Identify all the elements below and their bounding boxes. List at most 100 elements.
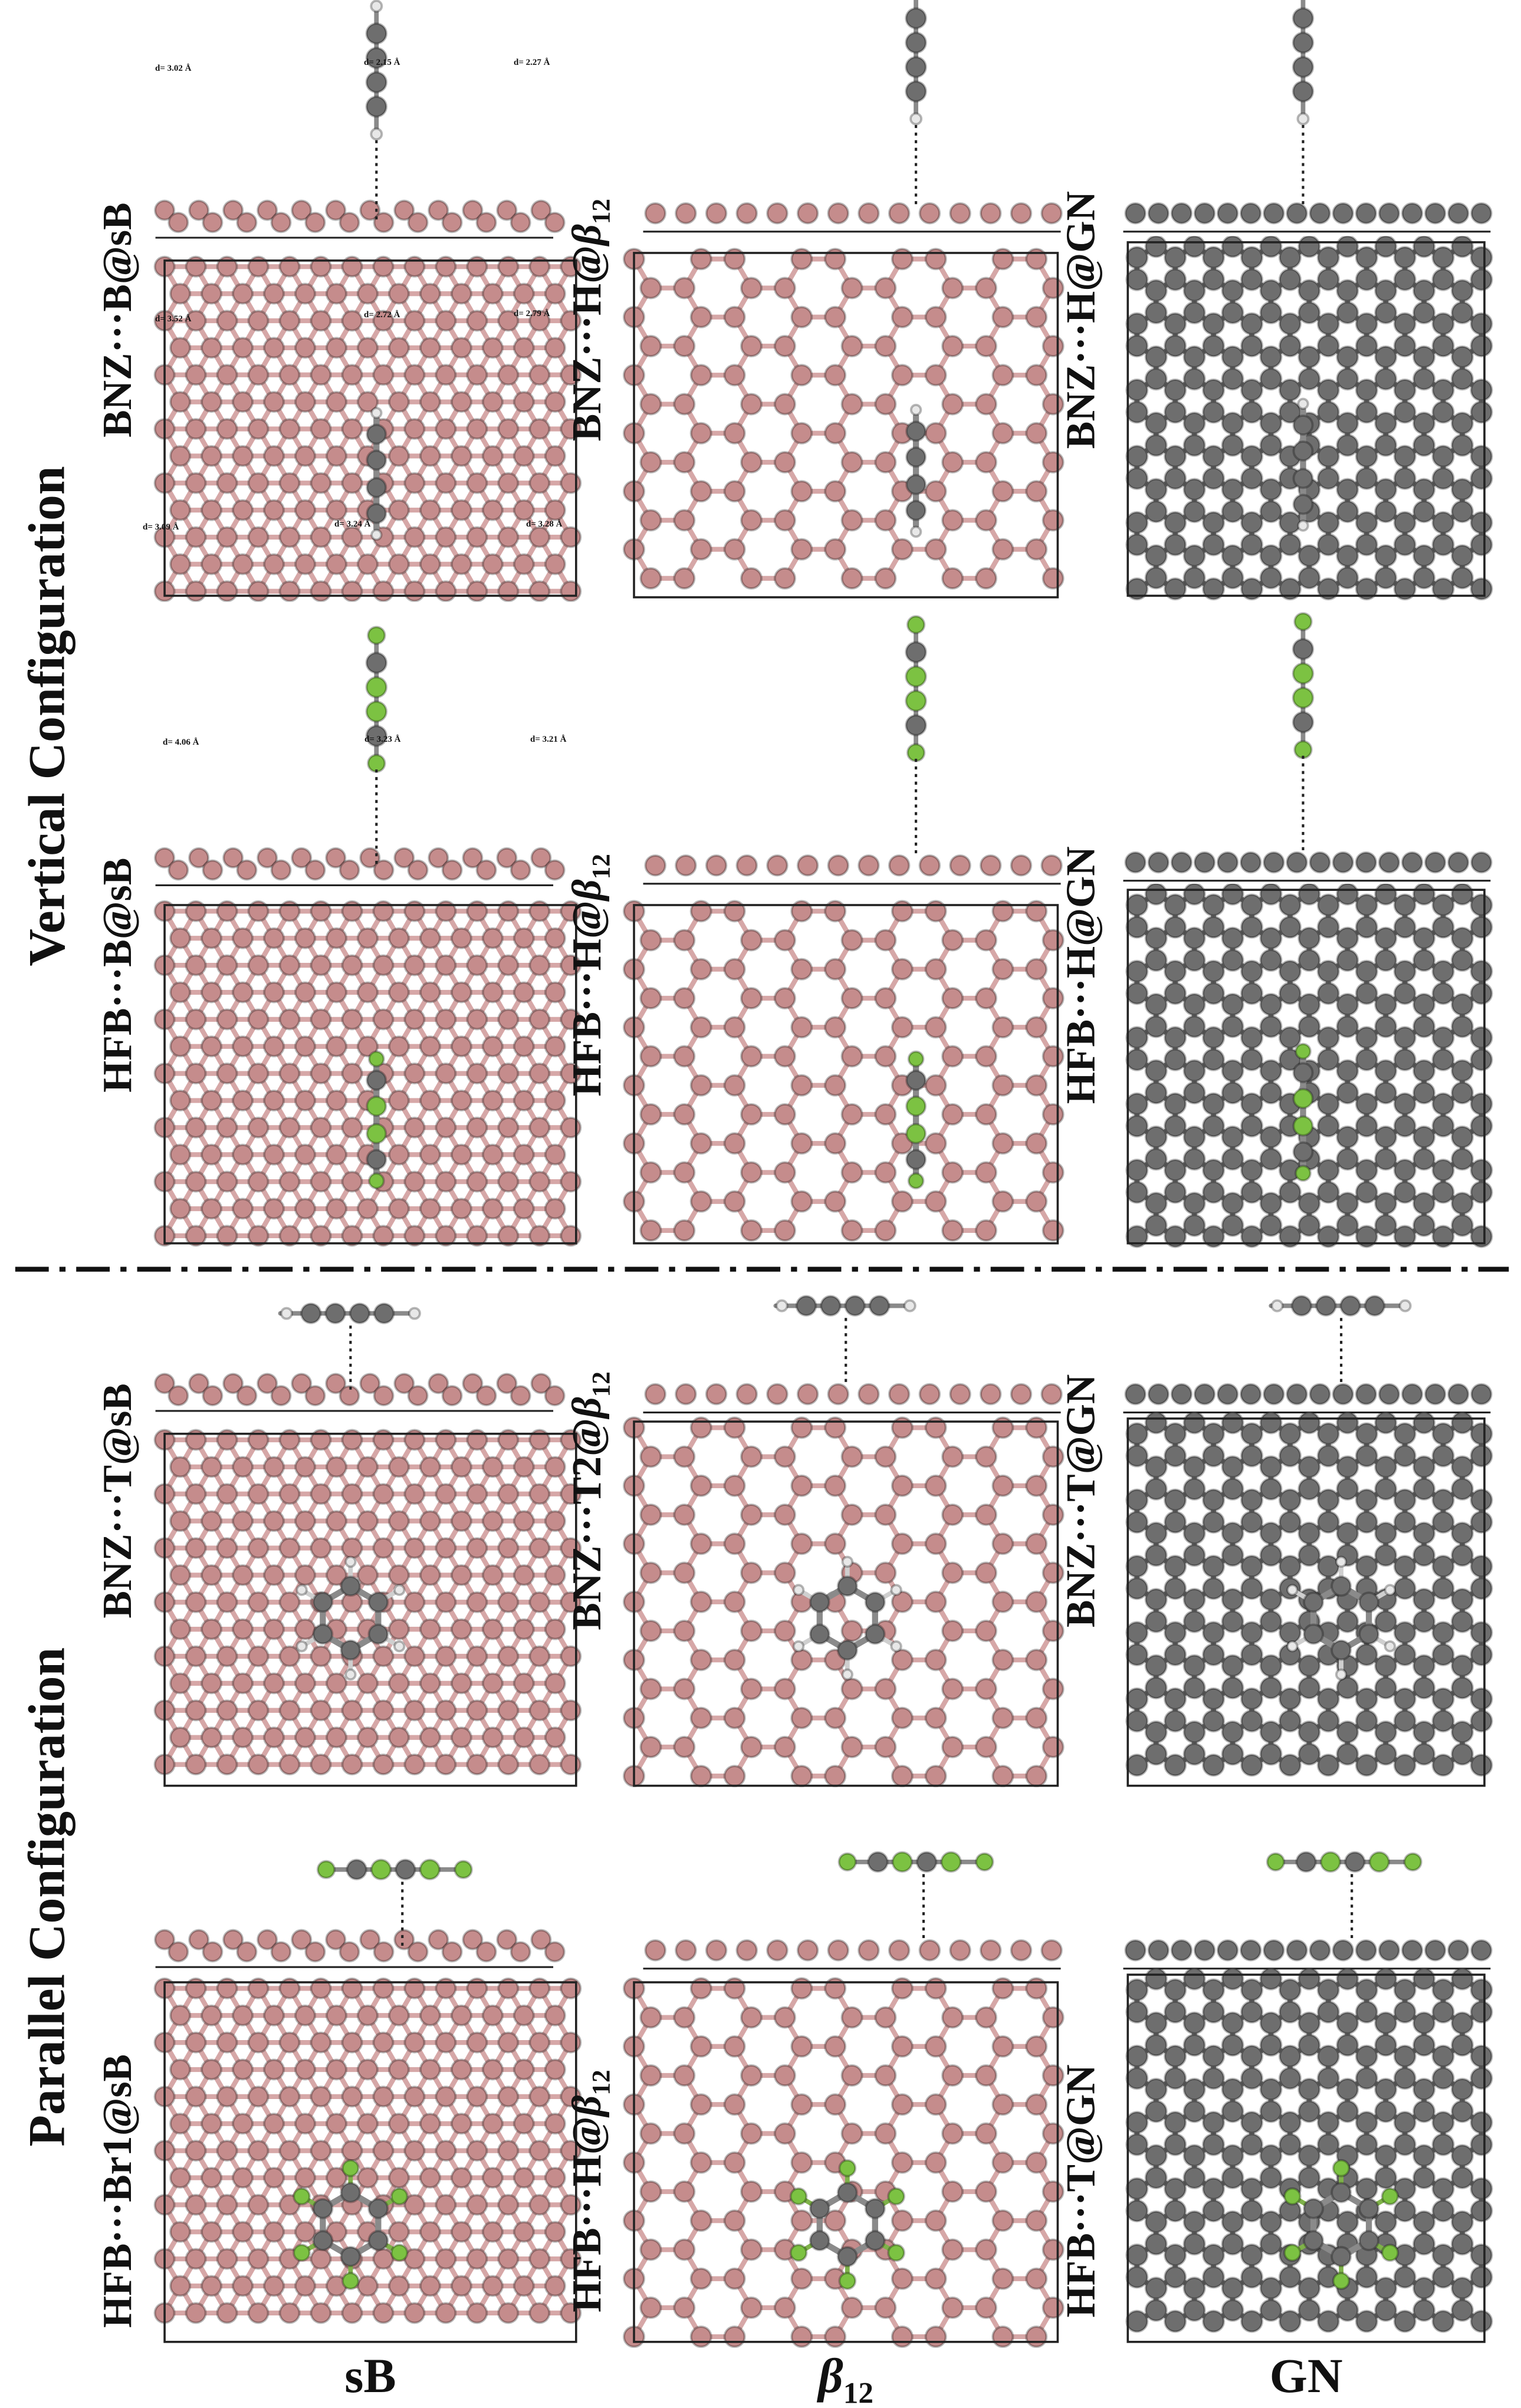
- boron-atom: [359, 199, 381, 221]
- carbon-atom: [349, 1302, 371, 1324]
- carbon-atom: [1221, 926, 1244, 950]
- carbon-atom: [1374, 1125, 1398, 1149]
- section-label-vertical: Vertical Configuration: [19, 466, 76, 966]
- boron-atom: [481, 499, 504, 521]
- boron-atom: [247, 580, 270, 602]
- boron-atom: [466, 418, 488, 440]
- boron-atom: [773, 277, 796, 300]
- boron-atom: [924, 1649, 947, 1672]
- boron-atom: [974, 1504, 997, 1527]
- boron-atom: [513, 1456, 535, 1478]
- hydrogen-atom: [370, 127, 383, 141]
- carbon-atom: [1355, 268, 1378, 291]
- boron-atom: [232, 1564, 254, 1586]
- carbon-atom: [1393, 1643, 1417, 1666]
- boron-atom: [325, 1672, 347, 1695]
- carbon-atom: [1378, 1383, 1401, 1406]
- carbon-atom: [1374, 1455, 1398, 1479]
- carbon-atom: [1193, 202, 1216, 225]
- carbon-atom: [1221, 1477, 1244, 1501]
- boron-atom: [466, 1008, 488, 1031]
- carbon-atom: [1412, 1125, 1436, 1149]
- carbon-atom: [1393, 982, 1417, 1005]
- carbon-atom: [1336, 1610, 1359, 1633]
- boron-atom: [387, 1564, 410, 1586]
- carbon-atom: [1259, 1676, 1283, 1700]
- boron-atom: [924, 1474, 947, 1497]
- side-view-panel-10: [154, 1929, 566, 1968]
- carbon-atom: [1259, 478, 1283, 501]
- cell-boundary: [163, 1432, 577, 1787]
- boron-atom: [232, 1198, 254, 1220]
- carbon-atom: [324, 1302, 346, 1324]
- adsorbate-side-2: [905, 0, 927, 126]
- carbon-atom: [1316, 1225, 1340, 1248]
- boron-atom: [991, 1649, 1014, 1672]
- carbon-atom: [1450, 1742, 1474, 1766]
- boron-atom: [202, 1941, 224, 1963]
- carbon-atom: [1431, 1225, 1455, 1248]
- top-view-panel-8: [623, 1416, 1065, 1788]
- boron-atom: [435, 1591, 457, 1613]
- boron-atom: [294, 1564, 316, 1586]
- carbon-atom: [1164, 1092, 1187, 1116]
- boron-atom: [941, 929, 964, 952]
- carbon-atom: [1470, 1687, 1493, 1710]
- boron-atom: [387, 499, 410, 521]
- carbon-atom: [1297, 1721, 1321, 1744]
- carbon-atom: [1125, 1555, 1149, 1578]
- carbon-atom: [1164, 1159, 1187, 1182]
- fluorine-atom: [367, 626, 386, 645]
- carbon-atom: [1431, 445, 1455, 468]
- carbon-atom: [1355, 1709, 1378, 1733]
- boron-atom: [154, 199, 176, 221]
- boron-atom: [403, 900, 426, 922]
- boron-atom: [891, 900, 914, 923]
- boron-atom: [247, 900, 270, 922]
- boron-atom: [528, 310, 551, 332]
- carbon-atom: [1202, 982, 1226, 1005]
- cell-boundary: [633, 252, 1059, 598]
- side-view-panel-4: [154, 847, 566, 886]
- boron-atom: [216, 1754, 238, 1776]
- carbon-atom: [864, 1623, 886, 1645]
- boron-atom: [497, 1645, 520, 1667]
- carbon-atom: [1431, 1114, 1455, 1138]
- boron-atom: [419, 1510, 441, 1532]
- boron-atom: [201, 445, 223, 467]
- boron-atom: [974, 335, 997, 358]
- boron-atom: [874, 1735, 897, 1758]
- carbon-atom: [1164, 312, 1187, 335]
- carbon-atom: [1393, 577, 1417, 601]
- boron-atom: [294, 1035, 316, 1058]
- hydrogen-atom: [1384, 1640, 1397, 1653]
- boron-atom: [513, 1726, 535, 1749]
- atom: [1292, 468, 1314, 489]
- boron-atom: [840, 1219, 863, 1242]
- boron-atom: [689, 1706, 712, 1729]
- boron-atom: [466, 1645, 488, 1667]
- carbon-atom: [1412, 1588, 1436, 1611]
- carbon-atom: [1202, 445, 1226, 468]
- carbon-atom: [1164, 379, 1187, 402]
- boron-atom: [639, 1735, 662, 1758]
- hydrogen-atom: [841, 1668, 854, 1681]
- cell-boundary: [163, 259, 577, 597]
- boron-atom: [481, 445, 504, 467]
- carbon-atom: [1450, 1081, 1474, 1105]
- boron-atom: [773, 929, 796, 952]
- carbon-atom: [1240, 1159, 1264, 1182]
- carbon-atom: [1144, 1412, 1168, 1435]
- boron-atom: [481, 1198, 504, 1220]
- carbon-atom: [1393, 466, 1417, 490]
- boron-atom: [790, 538, 813, 561]
- carbon-atom: [1431, 312, 1455, 335]
- carbon-atom: [1292, 711, 1315, 733]
- carbon-atom: [1144, 1588, 1168, 1611]
- boron-atom: [263, 981, 285, 1004]
- boron-atom: [1040, 854, 1063, 877]
- carbon-atom: [1164, 400, 1187, 424]
- hydrogen-atom: [890, 1640, 902, 1653]
- boron-atom: [341, 1537, 363, 1560]
